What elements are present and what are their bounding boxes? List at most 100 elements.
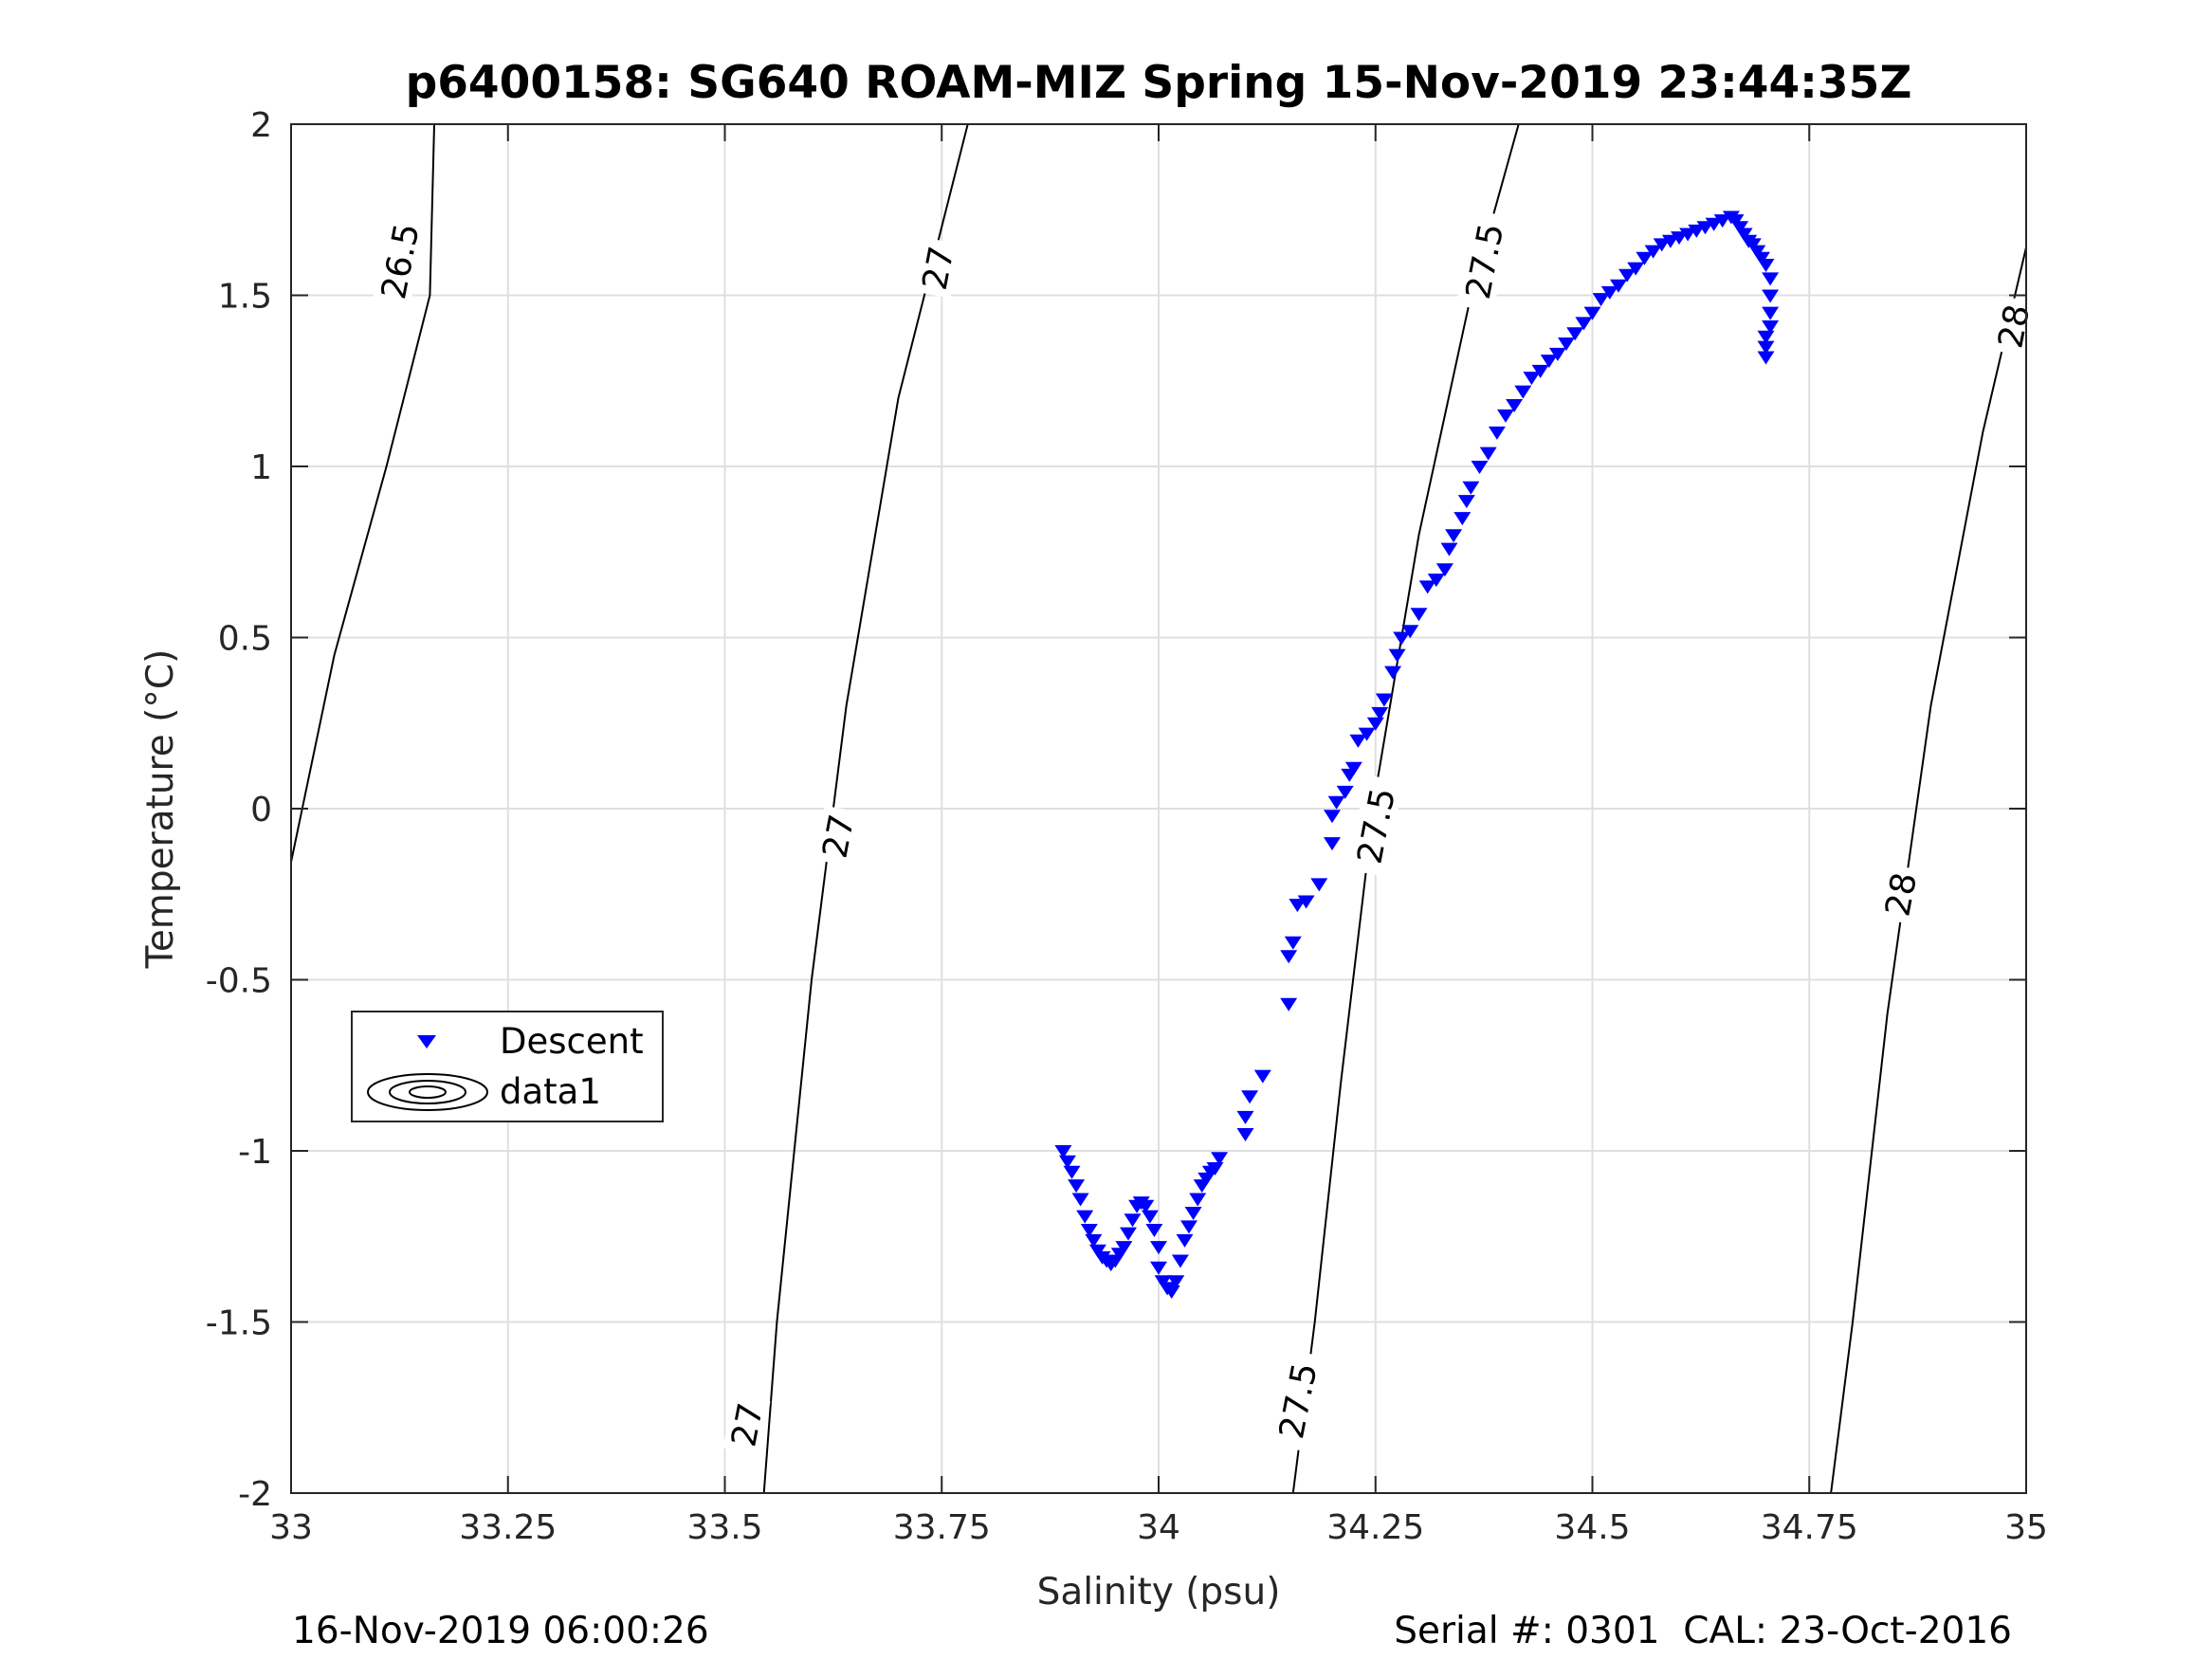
descent-point bbox=[1762, 272, 1780, 286]
x-tick-label: 34.25 bbox=[1326, 1508, 1424, 1547]
descent-point bbox=[1189, 1193, 1207, 1207]
descent-point bbox=[1453, 512, 1472, 526]
descent-point bbox=[1085, 1233, 1103, 1248]
contour-label-background bbox=[1455, 210, 1512, 313]
descent-point bbox=[1644, 245, 1662, 259]
descent-point bbox=[1523, 372, 1541, 386]
contour-label-background bbox=[1989, 295, 2038, 357]
descent-point bbox=[1762, 306, 1780, 320]
descent-point bbox=[1145, 1224, 1163, 1237]
descent-point bbox=[1618, 268, 1636, 283]
descent-point bbox=[1058, 1155, 1076, 1169]
descent-point bbox=[1289, 899, 1307, 913]
descent-point bbox=[1358, 727, 1376, 741]
descent-point bbox=[1762, 289, 1780, 303]
y-tick-label: 1 bbox=[250, 448, 272, 487]
descent-point bbox=[1336, 785, 1354, 799]
descent-point bbox=[1462, 481, 1480, 495]
axis-ticks: 33 33.25 33.5 33.75 34 34.25 34.5 34.75 35 -2 -1.5… bbox=[206, 106, 2048, 1547]
contour-label: 27 bbox=[722, 1394, 771, 1456]
descent-point bbox=[1141, 1210, 1159, 1224]
contour-label-background bbox=[1876, 864, 1925, 925]
descent-point bbox=[1497, 409, 1514, 423]
descent-point bbox=[1167, 1275, 1185, 1289]
descent-point bbox=[1757, 351, 1775, 365]
descent-point bbox=[1558, 337, 1575, 351]
descent-point bbox=[1241, 1090, 1259, 1104]
descent-point bbox=[1088, 1244, 1106, 1258]
footer-serial-cal: Serial #: 0301 CAL: 23-Oct-2016 bbox=[1394, 1610, 2012, 1652]
descent-point bbox=[1705, 217, 1723, 231]
descent-point bbox=[1757, 259, 1775, 272]
descent-point bbox=[1744, 238, 1762, 252]
descent-point bbox=[1366, 717, 1384, 731]
x-axis-label: Salinity (psu) bbox=[1037, 1571, 1281, 1613]
descent-point bbox=[1653, 238, 1671, 252]
y-tick-label: 0 bbox=[250, 791, 272, 830]
descent-point bbox=[1375, 693, 1393, 707]
descent-point bbox=[1479, 447, 1497, 461]
x-tick-label: 33.5 bbox=[686, 1508, 762, 1547]
contour-label-background bbox=[913, 237, 961, 299]
x-tick-label: 33.25 bbox=[459, 1508, 557, 1547]
descent-point bbox=[1206, 1162, 1224, 1176]
descent-point bbox=[1488, 426, 1506, 440]
descent-point bbox=[1310, 878, 1328, 892]
descent-point bbox=[1457, 495, 1475, 509]
descent-point bbox=[1120, 1227, 1137, 1241]
descent-point bbox=[1506, 399, 1524, 412]
descent-point bbox=[1575, 317, 1593, 331]
y-tick-label: -0.5 bbox=[206, 962, 272, 1001]
descent-point bbox=[1435, 563, 1453, 577]
descent-point bbox=[1427, 574, 1445, 588]
x-tick-label: 33 bbox=[269, 1508, 313, 1547]
contour-line-28 bbox=[1830, 246, 2026, 1493]
descent-point bbox=[1627, 262, 1645, 276]
descent-point bbox=[1236, 1110, 1254, 1124]
descent-point bbox=[1752, 251, 1770, 265]
descent-series bbox=[1054, 210, 1780, 1299]
descent-point bbox=[1171, 1254, 1189, 1268]
contour-label-background bbox=[1270, 1349, 1325, 1452]
contour-label-text: 28 bbox=[1991, 301, 2038, 352]
descent-point bbox=[1713, 214, 1731, 228]
descent-point bbox=[1162, 1285, 1180, 1299]
contour-label: 28 bbox=[1876, 864, 1925, 925]
contour-label-background bbox=[1347, 775, 1404, 877]
x-tick-label: 33.75 bbox=[893, 1508, 991, 1547]
descent-point bbox=[1280, 950, 1298, 964]
descent-point bbox=[1280, 997, 1298, 1012]
descent-point bbox=[1440, 542, 1458, 556]
descent-point bbox=[1592, 293, 1610, 307]
contour-label-background bbox=[722, 1394, 771, 1456]
descent-point bbox=[1124, 1213, 1142, 1228]
descent-point bbox=[1696, 221, 1714, 235]
descent-point bbox=[1297, 895, 1315, 909]
descent-point bbox=[1071, 1193, 1089, 1207]
descent-point bbox=[1762, 320, 1780, 334]
descent-point bbox=[1076, 1210, 1094, 1224]
descent-point bbox=[1727, 214, 1745, 228]
descent-point bbox=[1327, 795, 1345, 810]
descent-point bbox=[1418, 580, 1436, 594]
descent-point bbox=[1184, 1207, 1202, 1220]
descent-point bbox=[1731, 221, 1749, 235]
descent-point bbox=[1080, 1224, 1098, 1237]
descent-point bbox=[1068, 1179, 1086, 1194]
descent-point bbox=[1566, 327, 1584, 341]
descent-point bbox=[1757, 330, 1775, 344]
descent-point bbox=[1410, 608, 1428, 622]
descent-point bbox=[1284, 936, 1302, 950]
descent-point bbox=[1679, 228, 1697, 242]
legend-box bbox=[351, 1011, 664, 1122]
descent-point bbox=[1757, 340, 1775, 355]
descent-point bbox=[1748, 245, 1766, 259]
y-tick-label: -2 bbox=[238, 1475, 272, 1514]
y-tick-label: 0.5 bbox=[218, 620, 272, 659]
descent-point bbox=[1540, 355, 1558, 369]
descent-point bbox=[1324, 837, 1341, 851]
descent-point bbox=[1253, 1069, 1271, 1084]
descent-point bbox=[1600, 285, 1618, 300]
chart-title: p6400158: SG640 ROAM-MIZ Spring 15-Nov-2… bbox=[406, 57, 1912, 109]
